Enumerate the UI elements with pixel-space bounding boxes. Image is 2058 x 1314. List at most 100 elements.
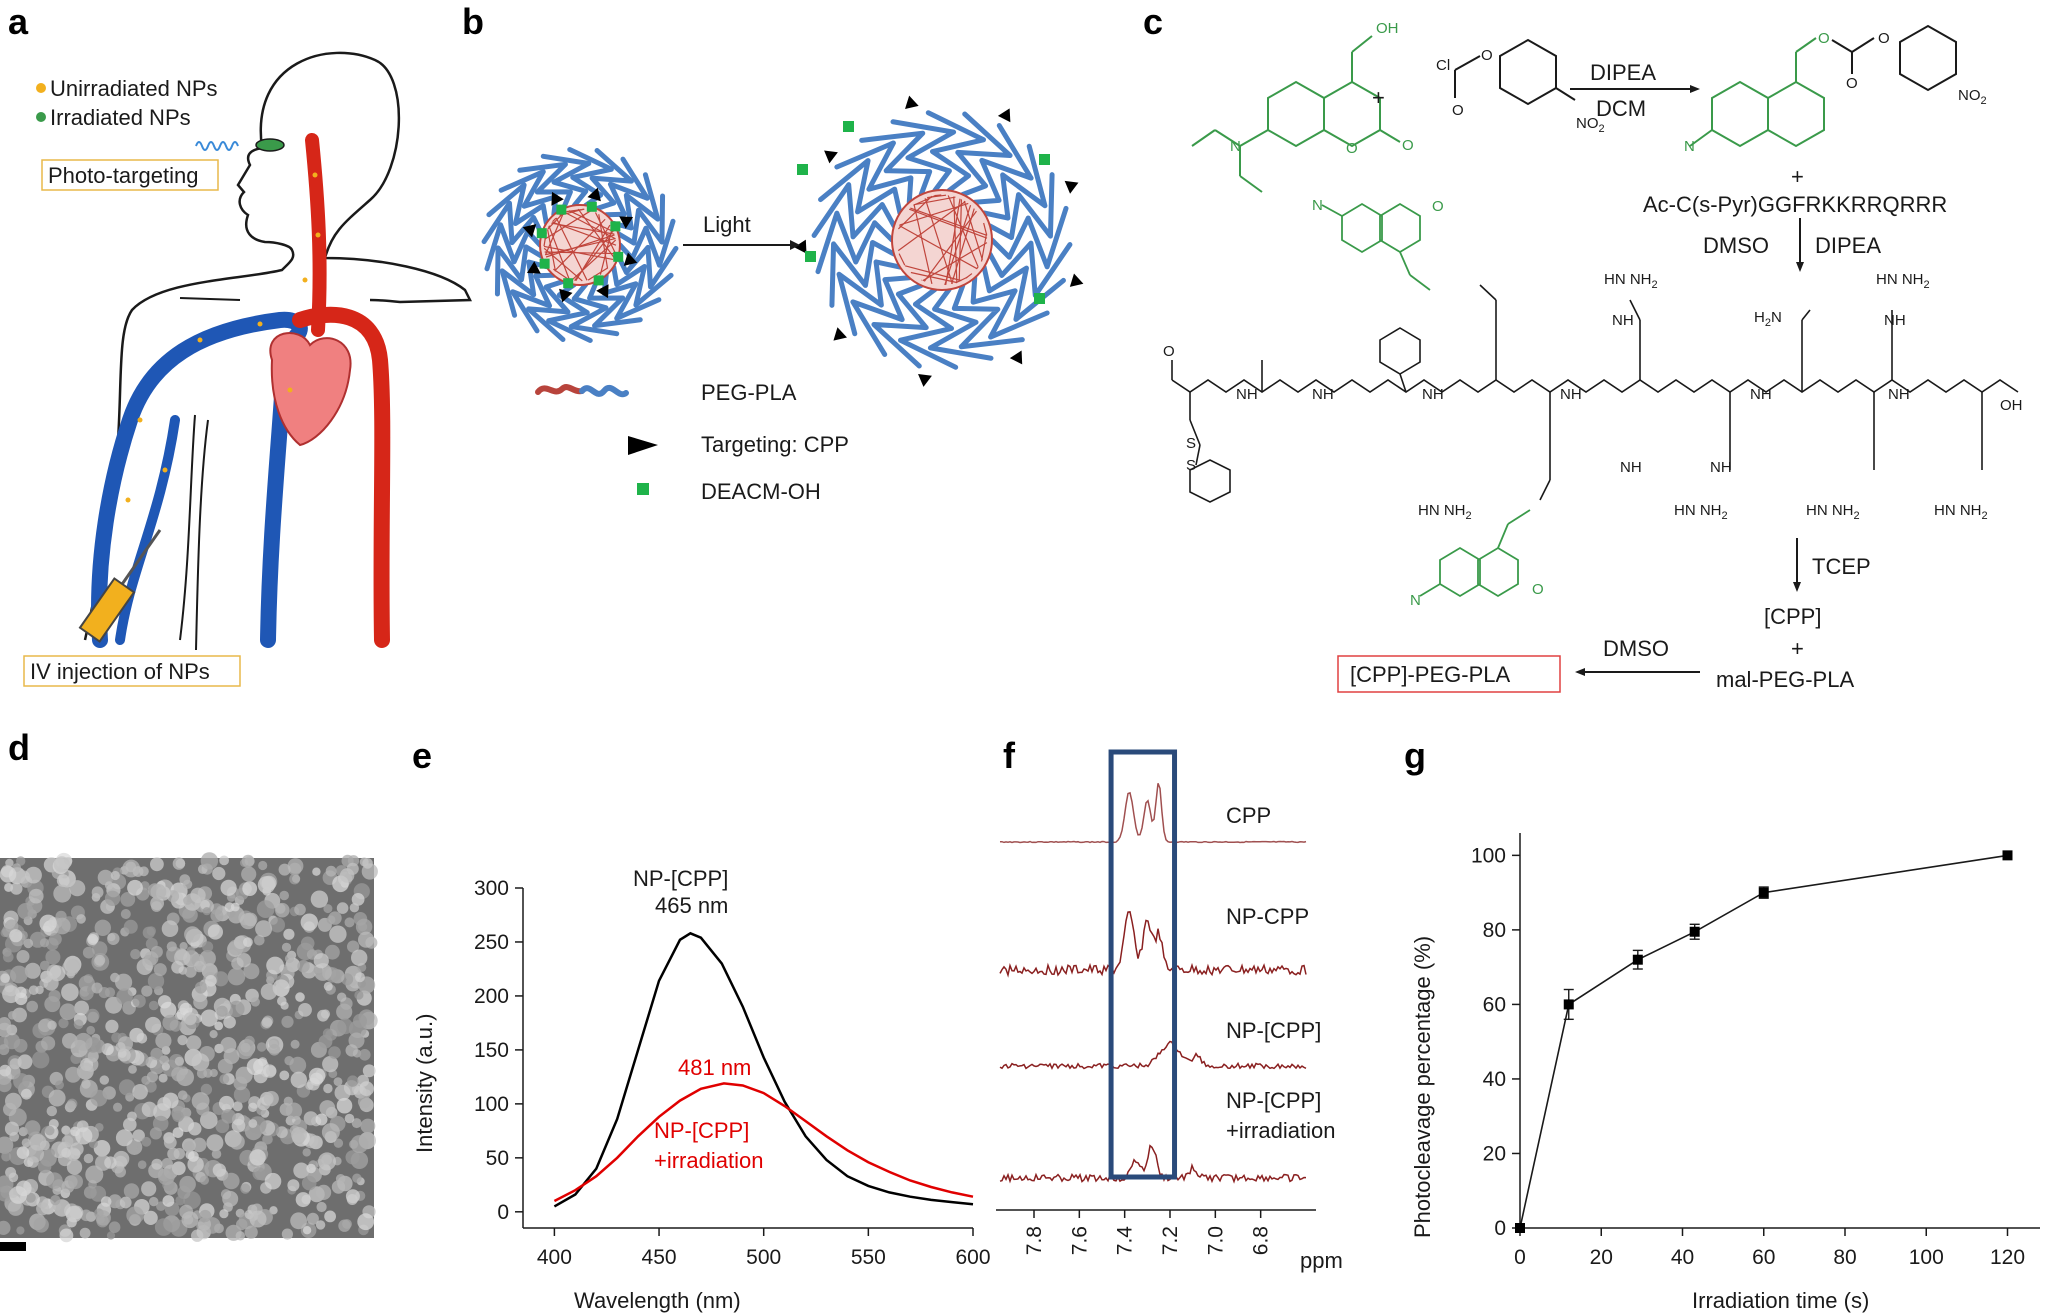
tem-particle xyxy=(250,1211,267,1228)
atom-hn-4: NH xyxy=(1560,386,1582,403)
tem-particle xyxy=(282,943,291,952)
tem-particle xyxy=(60,1229,74,1243)
tem-particle xyxy=(263,1064,276,1077)
e-xtick-label: 450 xyxy=(642,1246,677,1269)
tem-particle xyxy=(314,953,329,968)
tem-particle xyxy=(50,1195,60,1205)
tem-particle xyxy=(167,941,177,951)
panel-d-tem-image xyxy=(0,852,378,1251)
tem-particle xyxy=(234,1077,248,1091)
tem-particle xyxy=(86,1009,100,1023)
tem-particle xyxy=(316,1220,325,1229)
tem-particle xyxy=(44,976,59,991)
f-label-cpp: CPP xyxy=(1226,803,1271,828)
atom-o-3: O xyxy=(1481,47,1493,64)
tem-particle xyxy=(297,960,309,972)
tem-particle xyxy=(163,1195,175,1207)
e-ytick-label: 50 xyxy=(486,1147,509,1170)
tem-particle xyxy=(1,1152,11,1162)
tem-particle xyxy=(3,952,14,963)
tem-particle xyxy=(180,942,188,950)
f-ticks: 7.8 7.6 7.4 7.2 7.0 6.8 xyxy=(1023,1210,1273,1255)
tem-particle xyxy=(249,1149,265,1165)
tem-particle xyxy=(144,951,158,965)
tem-particle xyxy=(294,904,306,916)
cpp-triangle xyxy=(905,96,919,109)
tem-particle xyxy=(66,959,80,973)
tem-particle xyxy=(352,1174,361,1183)
tem-particle xyxy=(105,881,113,889)
panel-label-e: e xyxy=(412,735,432,776)
reagent-dcm: DCM xyxy=(1596,96,1646,121)
iv-injection-label: IV injection of NPs xyxy=(30,659,210,684)
g-xlabel: Irradiation time (s) xyxy=(1692,1288,1869,1313)
tem-particle xyxy=(191,1230,203,1242)
tem-particle xyxy=(55,1080,64,1089)
tem-particle xyxy=(109,1221,121,1233)
tem-particle xyxy=(264,1091,279,1106)
tem-particle xyxy=(128,1065,137,1074)
tem-particle xyxy=(66,1206,83,1223)
atom-hnh2-4: HN NH2 xyxy=(1934,502,1988,522)
tem-particle xyxy=(145,1017,161,1033)
atom-hnh2-1: HN NH2 xyxy=(1418,502,1472,522)
tem-particle xyxy=(359,1049,371,1061)
g-ylabel: Photocleavage percentage (%) xyxy=(1410,936,1435,1238)
tem-particle xyxy=(303,1226,311,1234)
tem-particle xyxy=(92,886,104,898)
tem-particle xyxy=(21,1089,32,1100)
tem-particle xyxy=(49,933,62,946)
f-spectrum-np-cpp-bracket xyxy=(1000,1042,1306,1069)
tem-particle xyxy=(110,973,120,983)
tem-particle xyxy=(231,903,240,912)
tem-particle xyxy=(17,950,30,963)
e-anno-red-name-2: +irradiation xyxy=(654,1148,763,1173)
tem-particle xyxy=(17,903,33,919)
tem-particle xyxy=(25,1120,41,1136)
figure-canvas: a b c d e f g Uni xyxy=(0,0,2058,1314)
tem-particle xyxy=(292,875,300,883)
e-series-np-cpp-line xyxy=(554,933,973,1206)
e-ytick-label: 200 xyxy=(474,985,509,1008)
eye-target xyxy=(256,139,284,151)
atom-oh: OH xyxy=(1376,20,1399,37)
tem-particle xyxy=(221,1109,236,1124)
atom-hnh2-3: HN NH2 xyxy=(1806,502,1860,522)
tem-particle xyxy=(5,1122,19,1136)
tem-particle xyxy=(220,1037,236,1053)
f-label-np-cpp-bracket: NP-[CPP] xyxy=(1226,1018,1321,1043)
g-xtick-label: 40 xyxy=(1671,1246,1694,1269)
tem-particle xyxy=(212,1149,222,1159)
tem-particle xyxy=(324,982,333,991)
tem-particle xyxy=(151,884,167,900)
e-xlabel: Wavelength (nm) xyxy=(574,1288,741,1313)
panel-c-synthesis: OH N O O + Cl O O NO2 DIPEA DCM xyxy=(1010,0,2023,692)
tem-particle xyxy=(337,902,349,914)
tem-particle xyxy=(298,1003,312,1017)
tem-particle xyxy=(290,1212,307,1229)
tem-particle xyxy=(257,900,275,918)
tem-particle xyxy=(40,938,49,947)
tem-particle xyxy=(149,1197,158,1206)
tem-particle xyxy=(193,995,207,1009)
tem-particle xyxy=(29,889,44,904)
tem-particle xyxy=(322,1123,340,1141)
tem-particle xyxy=(323,1084,332,1093)
tem-particle xyxy=(340,868,354,882)
tem-particle xyxy=(262,1017,273,1028)
tem-particle xyxy=(206,1134,223,1151)
tem-particle xyxy=(115,1042,125,1052)
tem-particle xyxy=(199,1210,211,1222)
tem-particle xyxy=(138,1160,147,1169)
reagent-dmso-1: DMSO xyxy=(1703,233,1769,258)
e-ytick-label: 250 xyxy=(474,931,509,954)
tem-particle xyxy=(116,988,133,1005)
tem-particle xyxy=(284,1056,293,1065)
tem-particle xyxy=(10,966,28,984)
tem-particle xyxy=(359,1081,374,1096)
tem-particle xyxy=(287,1179,299,1191)
deacm-square xyxy=(563,278,573,288)
tem-particle xyxy=(167,1148,179,1160)
nanoparticle-after xyxy=(794,96,1083,387)
legend-unirradiated: Unirradiated NPs xyxy=(50,76,218,101)
